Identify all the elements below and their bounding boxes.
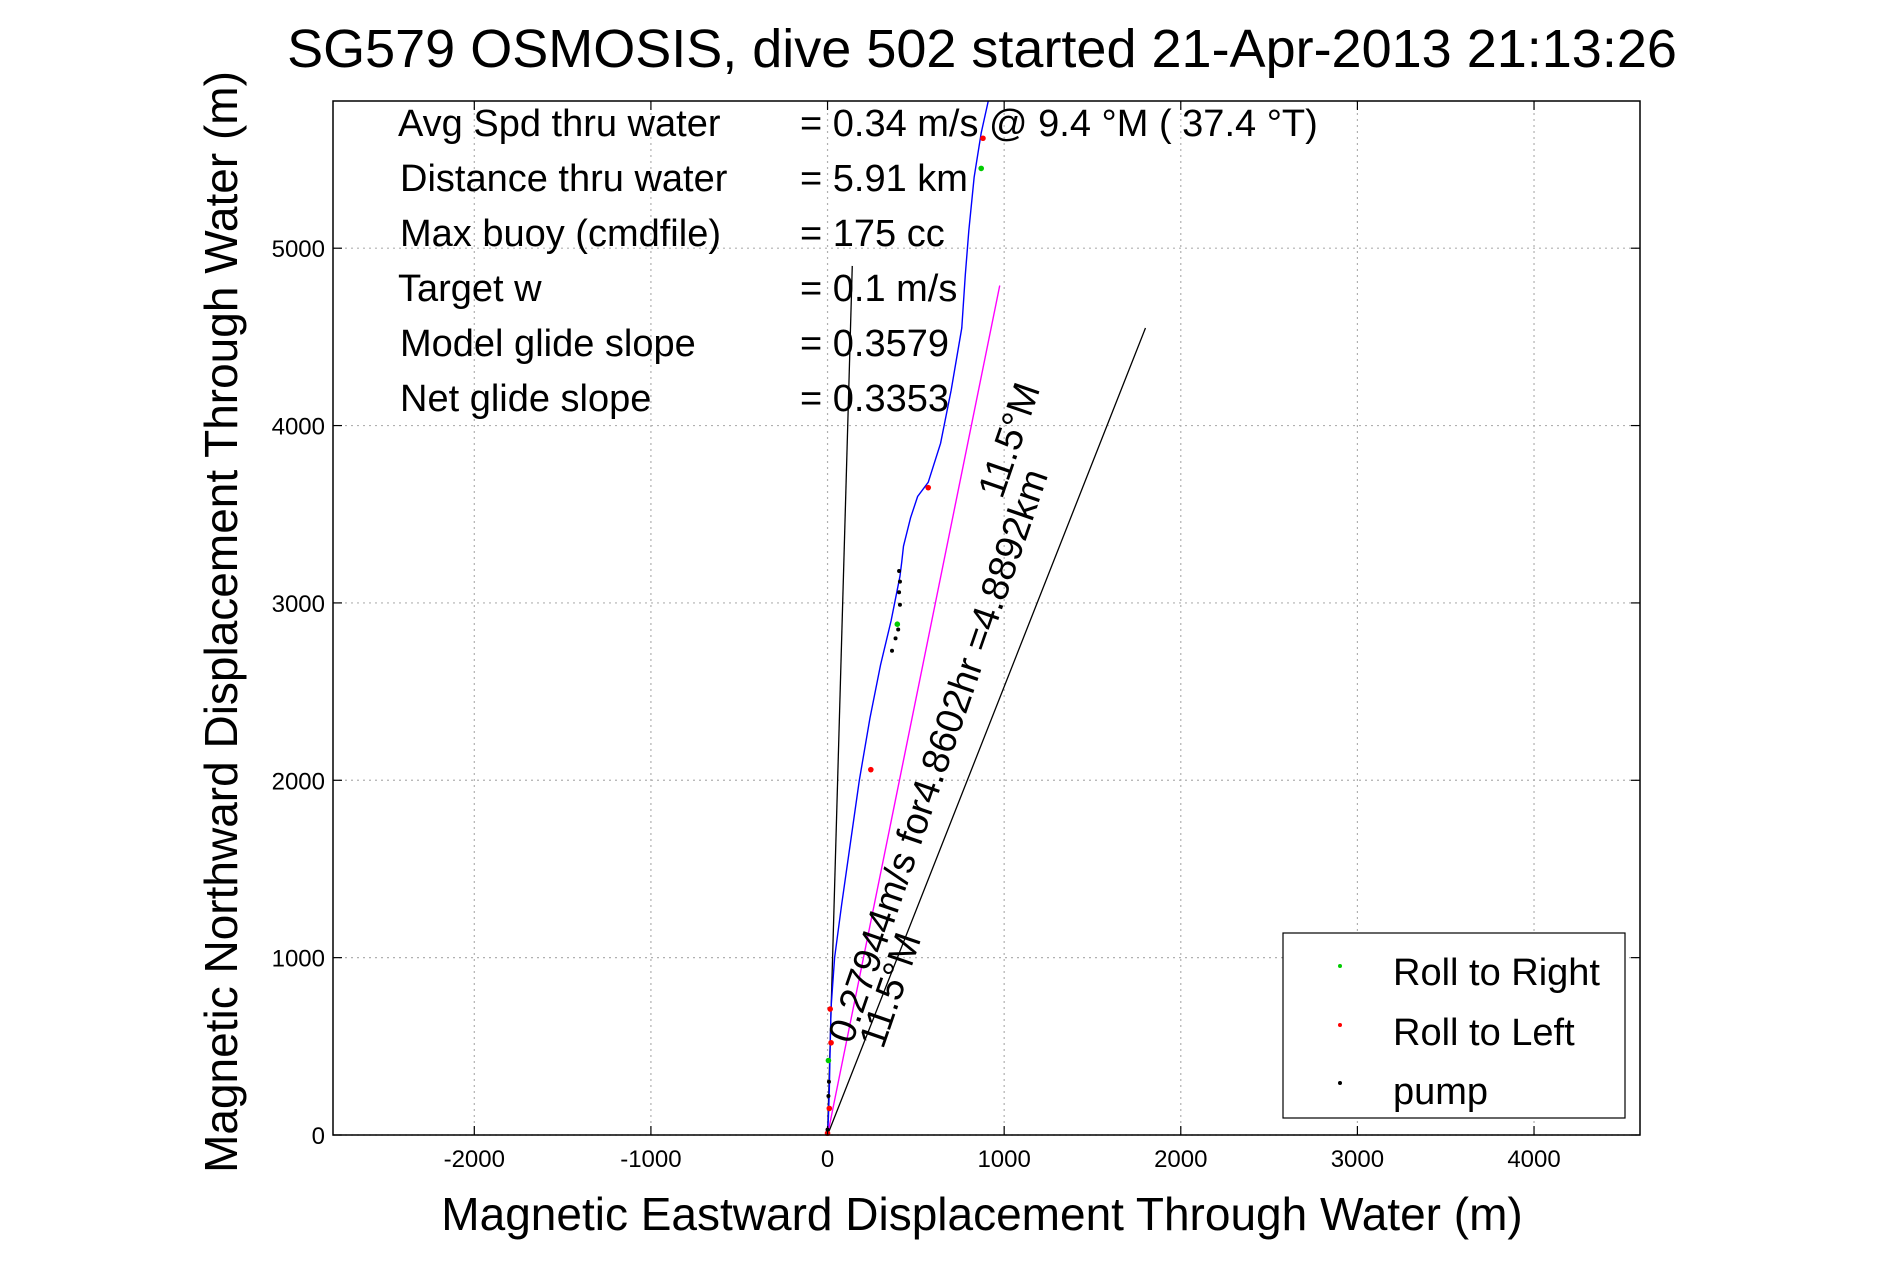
- data-point: [896, 627, 901, 632]
- y-tick-label: 0: [312, 1123, 325, 1150]
- legend-label-pump: pump: [1393, 1071, 1488, 1113]
- data-point: [897, 569, 902, 573]
- annotation-label: Model glide slope: [400, 323, 696, 365]
- x-tick-label: 1000: [977, 1146, 1030, 1173]
- legend-marker-roll-left: [1338, 1023, 1342, 1027]
- x-tick-label: -1000: [620, 1146, 681, 1173]
- data-point: [897, 590, 902, 595]
- annotation-value: = 0.3353: [800, 378, 949, 420]
- annotation-label: Max buoy (cmdfile): [400, 213, 721, 255]
- y-tick-label: 3000: [272, 591, 325, 618]
- data-point: [980, 135, 986, 142]
- data-point: [825, 1057, 832, 1064]
- y-tick-label: 1000: [272, 946, 325, 973]
- annotation-block: Avg Spd thru water = 0.34 m/s @ 9.4 °M (…: [398, 103, 1318, 420]
- data-point: [827, 1006, 833, 1012]
- y-tick-label: 2000: [272, 768, 325, 795]
- x-tick-label: -2000: [444, 1146, 505, 1173]
- annotation-value: = 5.91 km: [800, 158, 968, 200]
- legend: Roll to Right Roll to Left pump: [1282, 932, 1626, 1119]
- annotation-label: Avg Spd thru water: [398, 103, 721, 145]
- legend-marker-roll-right: [1338, 964, 1342, 968]
- annotation-label: Net glide slope: [400, 378, 651, 420]
- data-point: [925, 484, 932, 491]
- data-point: [826, 1105, 833, 1112]
- data-point: [828, 1039, 834, 1046]
- y-tick-label: 4000: [272, 414, 325, 441]
- data-point: [826, 1079, 831, 1084]
- legend-marker-pump: [1338, 1081, 1342, 1085]
- data-point: [893, 636, 898, 641]
- legend-label-roll-right: Roll to Right: [1393, 952, 1600, 994]
- plot-frame: [332, 100, 1641, 1136]
- annotation-value: = 175 cc: [800, 213, 945, 255]
- data-point: [978, 165, 985, 172]
- annotation-value: = 0.34 m/s @ 9.4 °M ( 37.4 °T): [800, 103, 1318, 145]
- series-line-track: [826, 100, 989, 1136]
- chart-title: SG579 OSMOSIS, dive 502 started 21-Apr-2…: [287, 19, 1677, 79]
- data-point: [826, 1093, 831, 1098]
- series-line-current: [826, 285, 1001, 1136]
- data-point: [868, 766, 874, 773]
- data-point: [897, 579, 902, 584]
- x-tick-label: 3000: [1331, 1146, 1384, 1173]
- x-tick-label: 4000: [1507, 1146, 1560, 1173]
- y-tick-label: 5000: [272, 236, 325, 263]
- annotation-value: = 0.1 m/s: [800, 268, 957, 310]
- data-point: [897, 602, 902, 607]
- x-tick-label: 2000: [1154, 1146, 1207, 1173]
- legend-label-roll-left: Roll to Left: [1393, 1012, 1575, 1054]
- annotation-label: Distance thru water: [400, 158, 728, 200]
- y-axis-label: Magnetic Northward Displacement Through …: [195, 71, 247, 1173]
- series-layer: [826, 100, 1001, 1136]
- x-tick-label: 0: [821, 1146, 834, 1173]
- tick-labels: -2000 -1000 0 1000 2000 3000 4000 0 1000 2000 3000…: [272, 101, 1640, 1173]
- data-point: [890, 648, 895, 653]
- x-axis-label: Magnetic Eastward Displacement Through W…: [441, 1188, 1522, 1240]
- annotation-label: Target w: [398, 268, 542, 310]
- reference-line: [826, 327, 1147, 1136]
- annotation-value: = 0.3579: [800, 323, 949, 365]
- data-point: [894, 621, 901, 628]
